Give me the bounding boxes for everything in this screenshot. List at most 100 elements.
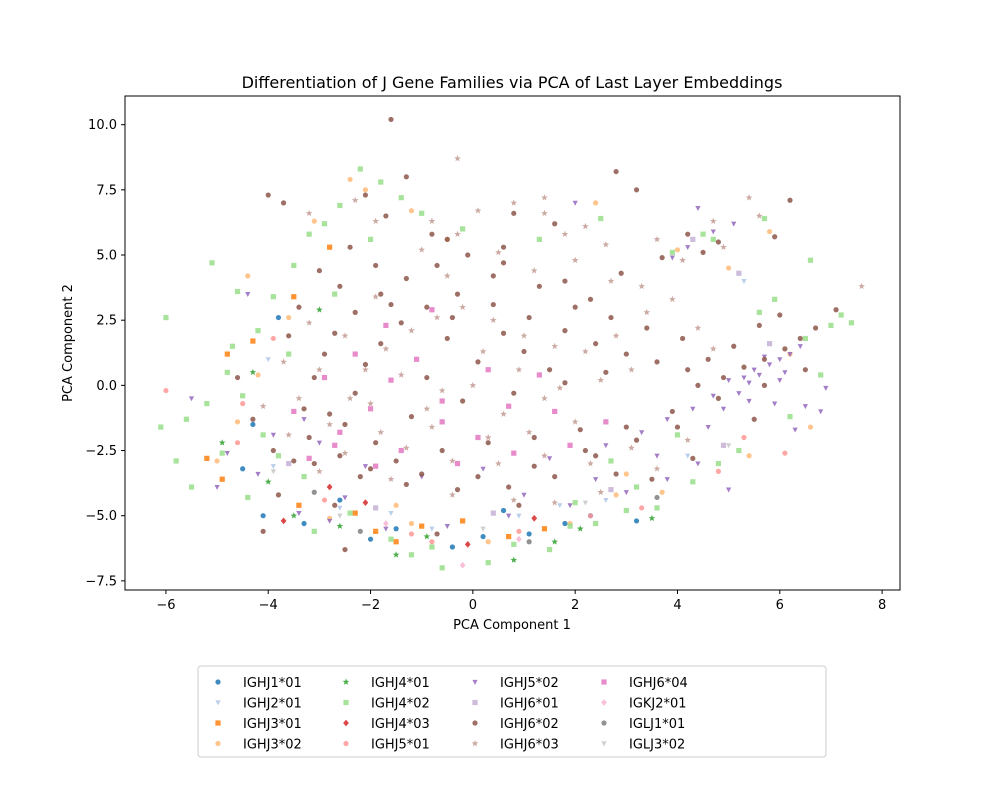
data-point — [623, 424, 629, 430]
data-point — [520, 332, 528, 339]
data-point — [397, 371, 405, 378]
data-point — [603, 369, 609, 375]
data-point — [439, 419, 445, 425]
data-point — [741, 279, 747, 284]
data-point — [639, 430, 645, 436]
data-point — [608, 314, 614, 321]
legend-marker — [215, 740, 221, 747]
data-point — [311, 218, 317, 224]
data-point — [219, 450, 225, 456]
data-point — [715, 460, 721, 467]
data-point — [316, 467, 323, 475]
data-point — [787, 351, 793, 357]
legend-label: IGLJ1*01 — [629, 717, 685, 732]
data-point — [639, 505, 645, 511]
data-point — [766, 341, 773, 347]
data-point — [408, 520, 415, 527]
data-point — [669, 295, 676, 303]
data-point — [444, 236, 450, 242]
data-point — [802, 335, 808, 342]
data-point — [582, 500, 588, 506]
data-point — [552, 474, 558, 480]
legend-label: IGKJ2*01 — [629, 697, 687, 712]
data-point — [459, 303, 466, 310]
legend-label: IGHJ6*04 — [629, 676, 688, 691]
data-point — [561, 230, 569, 237]
data-point — [449, 491, 456, 498]
data-point — [777, 312, 783, 318]
data-point — [511, 541, 517, 547]
data-point — [633, 187, 640, 193]
data-point — [367, 236, 374, 242]
data-point — [556, 384, 564, 391]
x-tick-label: −6 — [156, 598, 175, 613]
data-point — [654, 494, 660, 501]
data-point — [751, 367, 757, 373]
data-point — [475, 434, 481, 441]
data-point — [736, 391, 742, 397]
data-point — [306, 434, 312, 441]
data-point — [346, 394, 354, 402]
data-point — [802, 404, 808, 410]
data-point — [797, 335, 803, 342]
data-point — [777, 357, 783, 363]
legend-label: IGHJ5*01 — [371, 738, 430, 753]
data-point — [291, 458, 297, 464]
data-point — [321, 497, 328, 503]
points-layer — [158, 116, 865, 571]
data-point — [761, 215, 768, 222]
data-point — [736, 270, 742, 276]
data-point — [306, 455, 312, 461]
data-point — [342, 421, 348, 428]
data-point — [378, 179, 384, 185]
data-point — [378, 291, 384, 297]
data-point — [485, 539, 491, 545]
data-point — [664, 417, 670, 423]
data-point — [449, 314, 455, 321]
series-IGHJ2*01 — [265, 279, 747, 532]
data-point — [388, 301, 394, 308]
data-point — [720, 442, 727, 448]
data-point — [751, 416, 757, 422]
data-point — [296, 511, 302, 516]
data-point — [270, 294, 276, 300]
data-point — [449, 544, 455, 550]
data-point — [352, 510, 358, 516]
data-point — [576, 525, 584, 532]
data-point — [434, 262, 440, 269]
data-point — [628, 366, 635, 373]
data-point — [275, 492, 282, 498]
legend-label: IGHJ4*03 — [371, 717, 430, 732]
legend-label: IGHJ4*02 — [371, 697, 430, 712]
data-point — [377, 428, 385, 436]
data-point — [736, 447, 742, 454]
data-point — [685, 453, 691, 459]
data-point — [429, 307, 435, 313]
data-point — [224, 351, 230, 357]
data-point — [741, 375, 747, 381]
data-point — [690, 236, 696, 242]
data-point — [352, 351, 358, 357]
data-point — [818, 409, 824, 415]
data-point — [654, 359, 660, 365]
data-point — [612, 332, 620, 339]
data-point — [709, 345, 717, 352]
data-point — [341, 449, 349, 456]
legend-marker — [343, 740, 349, 747]
data-point — [485, 560, 491, 566]
data-point — [301, 417, 307, 423]
data-point — [362, 192, 369, 198]
data-point — [572, 500, 578, 506]
data-point — [260, 432, 266, 438]
data-point — [305, 319, 313, 326]
data-point — [848, 320, 855, 326]
data-point — [342, 546, 348, 553]
data-point — [562, 380, 568, 386]
data-point — [638, 282, 645, 290]
data-point — [475, 474, 481, 480]
data-point — [378, 341, 384, 347]
data-point — [429, 526, 435, 532]
data-point — [393, 526, 399, 532]
series-IGHJ6*02 — [234, 116, 839, 553]
data-point — [424, 374, 430, 381]
